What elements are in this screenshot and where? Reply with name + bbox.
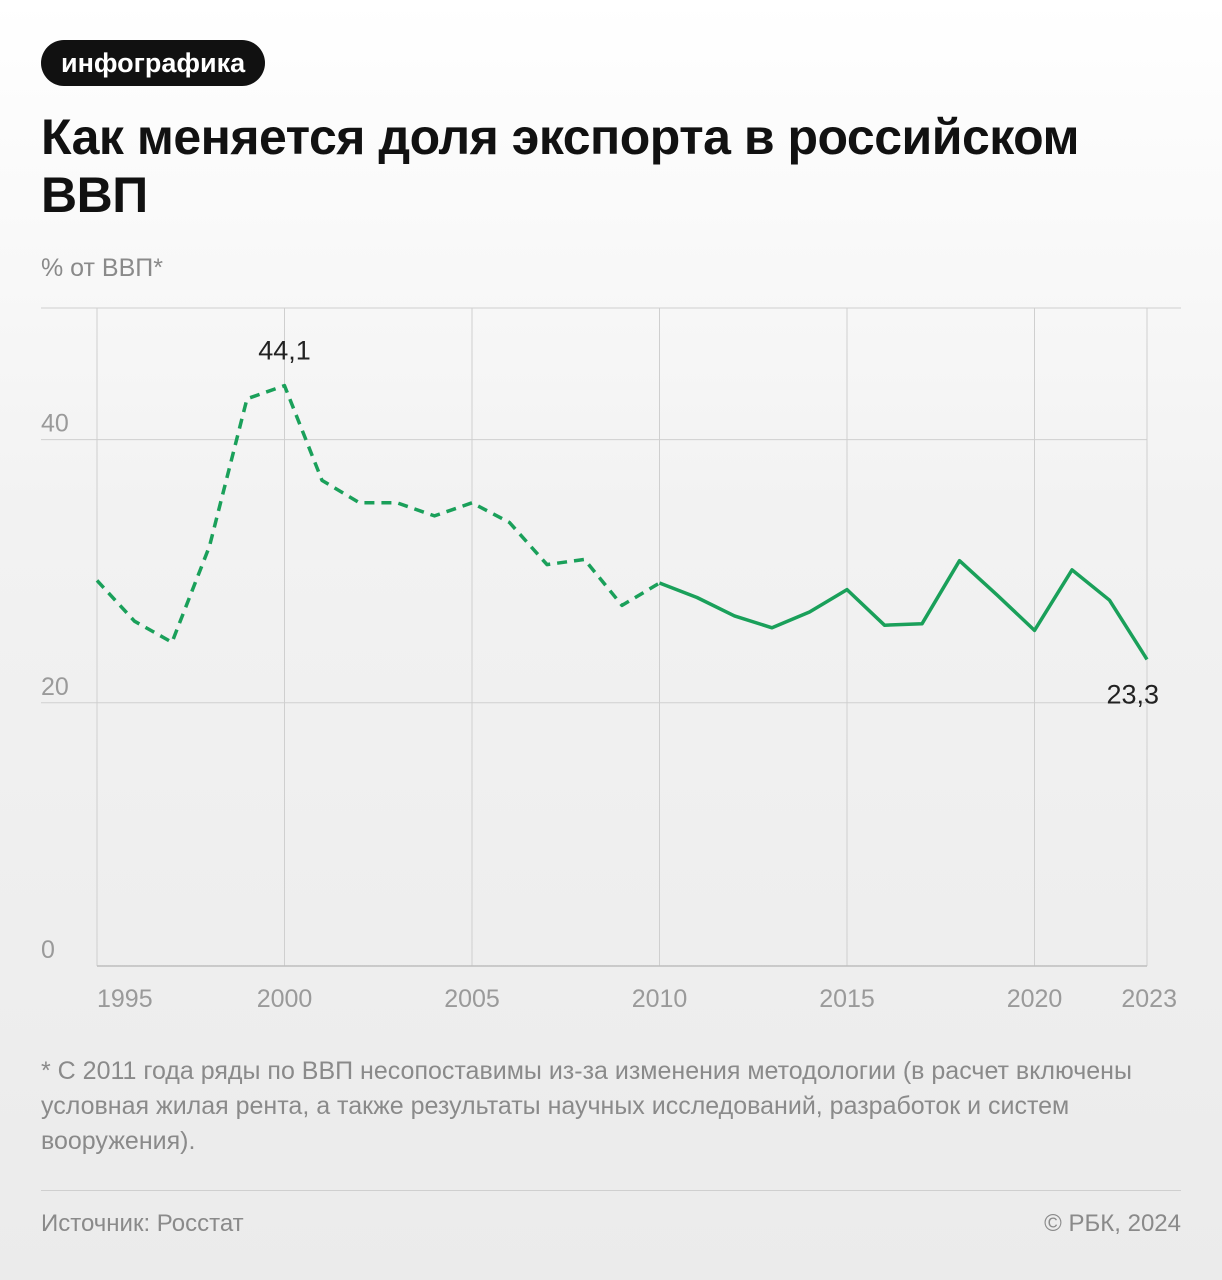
footer-divider <box>41 1190 1181 1191</box>
x-tick-label-2023: 2023 <box>1121 985 1177 1013</box>
source-label: Источник: Росстат <box>41 1210 244 1237</box>
x-tick-label-2010: 2010 <box>632 985 688 1013</box>
x-tick-label-2000: 2000 <box>257 985 313 1013</box>
data-label-2000: 44,1 <box>258 336 311 366</box>
footnote: * С 2011 года ряды по ВВП несопоставимы … <box>41 1057 1132 1155</box>
x-tick-label-1995: 1995 <box>97 985 153 1013</box>
infographic-tag: инфографика <box>41 40 266 86</box>
y-tick-label-20: 20 <box>41 673 69 701</box>
chart-title: Как меняется доля экспорта в российском … <box>41 109 1080 223</box>
x-tick-label-2015: 2015 <box>819 985 875 1013</box>
line-chart: 0 20 40 1995 2000 2005 2010 2015 2020 2023 44,1 23,… <box>41 307 1181 1013</box>
x-tick-label-2020: 2020 <box>1007 985 1063 1013</box>
unit-label: % от ВВП* <box>41 254 163 282</box>
copyright-label: © РБК, 2024 <box>1044 1210 1181 1237</box>
series-line-dashed <box>95 383 661 645</box>
data-label-2023: 23,3 <box>1106 679 1159 709</box>
x-tick-label-2005: 2005 <box>444 985 500 1013</box>
series-line-solid <box>658 558 1149 661</box>
y-tick-label-0: 0 <box>41 936 55 964</box>
y-tick-label-40: 40 <box>41 410 69 438</box>
